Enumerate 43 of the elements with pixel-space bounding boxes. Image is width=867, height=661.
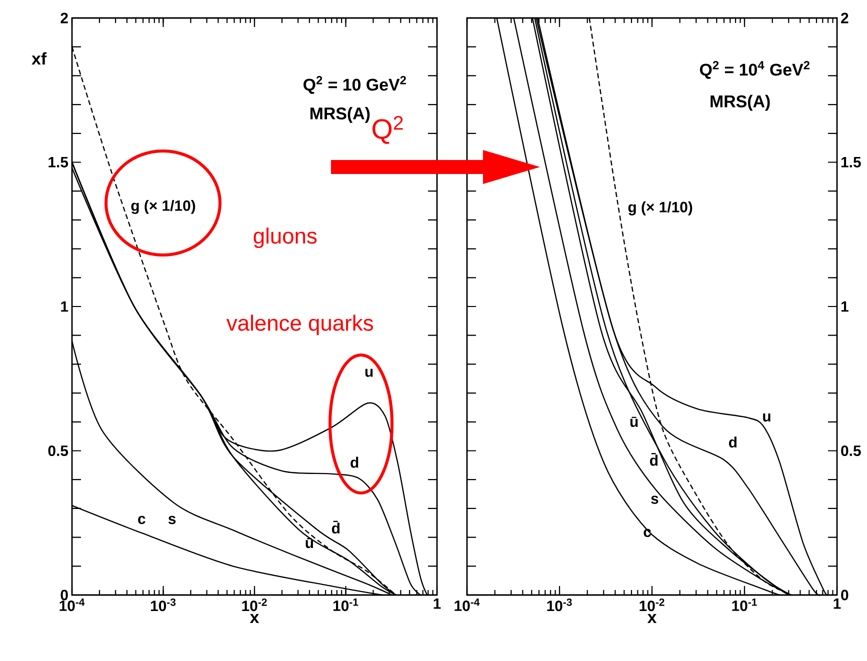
series-label: g (× 1/10) <box>628 201 692 216</box>
annotation: MRS(A) <box>310 107 370 123</box>
annotation: valence quarks <box>226 314 373 336</box>
y-tick-label: 1.5 <box>48 157 68 168</box>
y-tick-label: 0.5 <box>841 445 861 456</box>
x-tick-label: 1 <box>834 598 841 609</box>
y-axis-title: xf <box>32 52 47 65</box>
annotation: gluons <box>254 228 317 248</box>
series-label: ū <box>630 416 638 427</box>
y-tick-label: 1.5 <box>841 157 861 168</box>
y-tick-label: 2 <box>841 12 848 24</box>
series-label: d̄ <box>332 520 340 534</box>
series-label: u <box>365 368 373 377</box>
y-tick-label: 0 <box>841 590 848 600</box>
x-tick-label: 10$^{-1}$ <box>333 598 358 612</box>
series-label: c <box>644 528 652 538</box>
annotation: Q$^{2}$ = 10 GeV$^{2}$ <box>304 76 406 94</box>
x-axis-title: x <box>647 614 657 623</box>
series-label: d <box>728 436 737 448</box>
series-label: d <box>350 456 358 468</box>
y-tick-label: 2 <box>60 12 68 24</box>
series-label: s <box>168 516 176 524</box>
x-tick-label: 10$^{-3}$ <box>150 598 176 612</box>
y-tick-label: 0 <box>60 590 68 600</box>
y-tick-label: 0.5 <box>48 445 68 456</box>
annotation: Q$^{2}$ = 10$^{4}$ GeV$^{2}$ <box>700 60 810 79</box>
series-label: g (× 1/10) <box>131 200 196 214</box>
x-tick-label: 1 <box>434 598 441 609</box>
y-tick-label: 1 <box>841 301 848 312</box>
x-tick-label: 10$^{-3}$ <box>547 598 572 612</box>
annotation: MRS(A) <box>710 94 770 111</box>
series-label: u <box>763 414 770 422</box>
series-label: s <box>651 496 658 504</box>
y-tick-label: 1 <box>61 301 68 312</box>
series-label: d̄ <box>650 453 658 466</box>
x-tick-label: 10$^{-2}$ <box>242 598 267 612</box>
x-tick-label: 10$^{-4}$ <box>454 598 480 612</box>
series-label: ū <box>306 538 314 548</box>
annotation: Q$^{2}$ <box>372 116 403 144</box>
series-label: c <box>138 516 146 524</box>
x-axis-title: x <box>250 614 260 623</box>
x-tick-label: 10$^{-2}$ <box>640 598 664 612</box>
x-tick-label: 10$^{-1}$ <box>732 598 757 612</box>
